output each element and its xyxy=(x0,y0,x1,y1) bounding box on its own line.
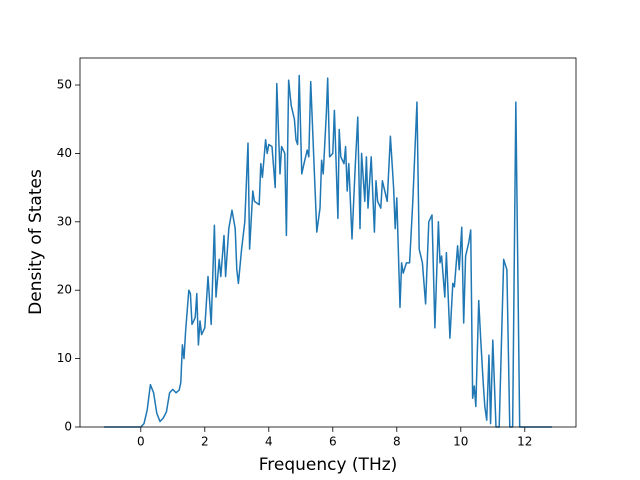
x-tick-label: 10 xyxy=(453,435,468,449)
x-tick-label: 0 xyxy=(137,435,145,449)
data-line xyxy=(104,74,552,428)
x-tick-label: 8 xyxy=(393,435,401,449)
y-tick-label: 0 xyxy=(64,420,72,434)
x-axis-label: Frequency (THz) xyxy=(259,455,398,475)
x-tick-label: 6 xyxy=(329,435,337,449)
y-axis-label: Density of States xyxy=(26,169,46,315)
y-tick-label: 50 xyxy=(57,78,72,92)
plot-frame xyxy=(79,57,577,428)
y-tick-label: 20 xyxy=(57,283,72,297)
y-tick-label: 40 xyxy=(57,146,72,160)
x-tick-label: 12 xyxy=(517,435,532,449)
y-tick-label: 10 xyxy=(57,351,72,365)
y-tick-label: 30 xyxy=(57,214,72,228)
x-tick-label: 2 xyxy=(201,435,209,449)
x-tick-label: 4 xyxy=(265,435,273,449)
